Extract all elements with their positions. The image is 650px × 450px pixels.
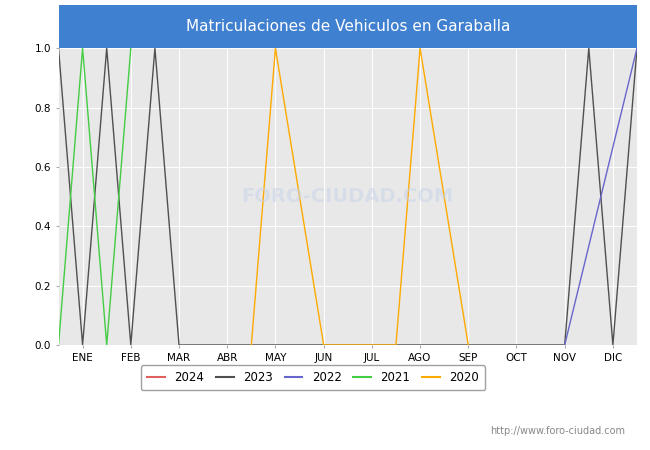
Text: Matriculaciones de Vehiculos en Garaballa: Matriculaciones de Vehiculos en Garaball… [185, 19, 510, 34]
Legend: 2024, 2023, 2022, 2021, 2020: 2024, 2023, 2022, 2021, 2020 [141, 365, 485, 390]
Text: FORO-CIUDAD.COM: FORO-CIUDAD.COM [242, 187, 454, 206]
Text: http://www.foro-ciudad.com: http://www.foro-ciudad.com [491, 426, 625, 436]
